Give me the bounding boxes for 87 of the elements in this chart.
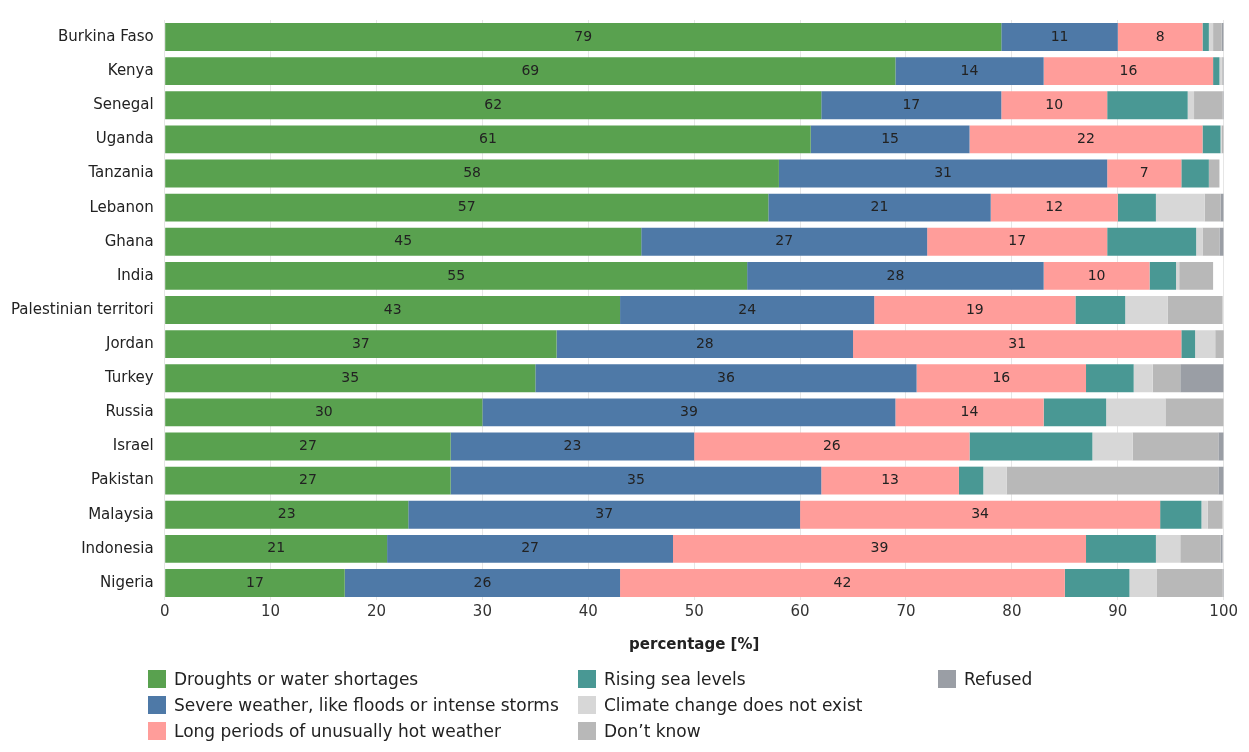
data-label: 27 xyxy=(299,471,317,488)
data-label: 21 xyxy=(870,198,889,215)
data-label: 55 xyxy=(447,266,466,283)
data-label: 26 xyxy=(822,437,841,454)
data-label: 69 xyxy=(521,61,540,78)
y-tick-label: Pakistan xyxy=(90,470,154,489)
x-tick-label: 60 xyxy=(790,601,810,620)
data-label: 37 xyxy=(351,334,370,351)
data-label: 62 xyxy=(484,95,503,112)
y-tick-label: Kenya xyxy=(107,61,154,80)
y-tick-label: Uganda xyxy=(95,129,154,148)
data-label: 35 xyxy=(341,368,360,385)
y-tick-label: India xyxy=(116,265,154,284)
data-label: 10 xyxy=(1087,266,1106,283)
x-tick-label: 80 xyxy=(1002,601,1022,620)
data-label: 45 xyxy=(394,232,413,249)
data-label: 14 xyxy=(960,402,979,419)
data-label: 39 xyxy=(870,539,889,556)
y-tick-label: Turkey xyxy=(103,368,154,387)
y-tick-label: Burkina Faso xyxy=(57,26,154,45)
data-label: 36 xyxy=(717,368,735,385)
x-tick-label: 50 xyxy=(684,601,704,620)
data-label: 22 xyxy=(1077,130,1095,147)
y-tick-label: Ghana xyxy=(104,231,154,250)
legend-label: Long periods of unusually hot weather xyxy=(174,721,501,741)
data-label: 26 xyxy=(473,573,492,590)
data-label: 39 xyxy=(679,402,698,419)
x-tick-label: 10 xyxy=(261,601,281,620)
legend-label: Severe weather, like floods or intense storms xyxy=(174,695,559,715)
legend-label: Droughts or water shortages xyxy=(174,669,419,689)
data-label: 57 xyxy=(457,198,476,215)
y-tick-label: Israel xyxy=(112,436,154,455)
y-tick-label: Lebanon xyxy=(89,197,154,216)
data-label: 7 xyxy=(1139,164,1149,181)
data-label: 58 xyxy=(463,164,481,181)
data-label: 34 xyxy=(971,505,990,522)
legend-label: Don’t know xyxy=(604,721,701,741)
data-label: 8 xyxy=(1155,27,1165,44)
x-tick-label: 0 xyxy=(159,601,170,620)
data-label: 31 xyxy=(934,164,952,181)
data-label: 15 xyxy=(881,130,900,147)
data-label: 17 xyxy=(246,573,264,590)
y-tick-label: Russia xyxy=(105,402,154,421)
data-label: 10 xyxy=(1045,95,1064,112)
data-label: 27 xyxy=(775,232,794,249)
data-label: 35 xyxy=(627,471,645,488)
data-label: 31 xyxy=(1008,334,1027,351)
x-tick-label: 20 xyxy=(366,601,387,620)
data-label: 17 xyxy=(1008,232,1027,249)
data-label: 79 xyxy=(574,27,593,44)
x-tick-label: 40 xyxy=(578,601,598,620)
data-label: 61 xyxy=(479,130,497,147)
x-axis-title: percentage [%] xyxy=(629,634,760,653)
x-tick-label: 90 xyxy=(1108,601,1128,620)
data-label: 21 xyxy=(267,539,286,556)
data-label: 30 xyxy=(314,402,333,419)
data-label: 23 xyxy=(563,437,582,454)
y-tick-label: Palestinian territori xyxy=(10,299,154,318)
data-label: 27 xyxy=(521,539,539,556)
y-tick-label: Indonesia xyxy=(81,538,154,557)
data-label: 28 xyxy=(886,266,905,283)
data-label: 23 xyxy=(277,505,296,522)
data-label: 43 xyxy=(383,300,402,317)
y-tick-label: Tanzania xyxy=(87,163,154,182)
legend-label: Rising sea levels xyxy=(604,669,746,689)
legend-label: Climate change does not exist xyxy=(604,695,863,715)
data-label: 42 xyxy=(833,573,852,590)
data-label: 11 xyxy=(1050,27,1069,44)
x-tick-label: 100 xyxy=(1209,601,1239,620)
y-tick-label: Senegal xyxy=(93,95,154,114)
data-label: 19 xyxy=(965,300,984,317)
data-label: 12 xyxy=(1045,198,1064,215)
data-label: 14 xyxy=(960,61,979,78)
y-tick-label: Malaysia xyxy=(88,504,154,523)
data-label: 16 xyxy=(992,368,1011,385)
x-tick-label: 30 xyxy=(472,601,492,620)
x-tick-label: 70 xyxy=(896,601,916,620)
legend-label: Refused xyxy=(964,669,1033,689)
data-label: 27 xyxy=(299,437,317,454)
data-label: 17 xyxy=(902,95,921,112)
data-label: 13 xyxy=(881,471,900,488)
data-label: 16 xyxy=(1119,61,1138,78)
data-label: 37 xyxy=(595,505,614,522)
data-label: 28 xyxy=(695,334,714,351)
y-tick-label: Jordan xyxy=(104,334,154,353)
y-tick-label: Nigeria xyxy=(100,572,154,591)
data-label: 24 xyxy=(738,300,757,317)
